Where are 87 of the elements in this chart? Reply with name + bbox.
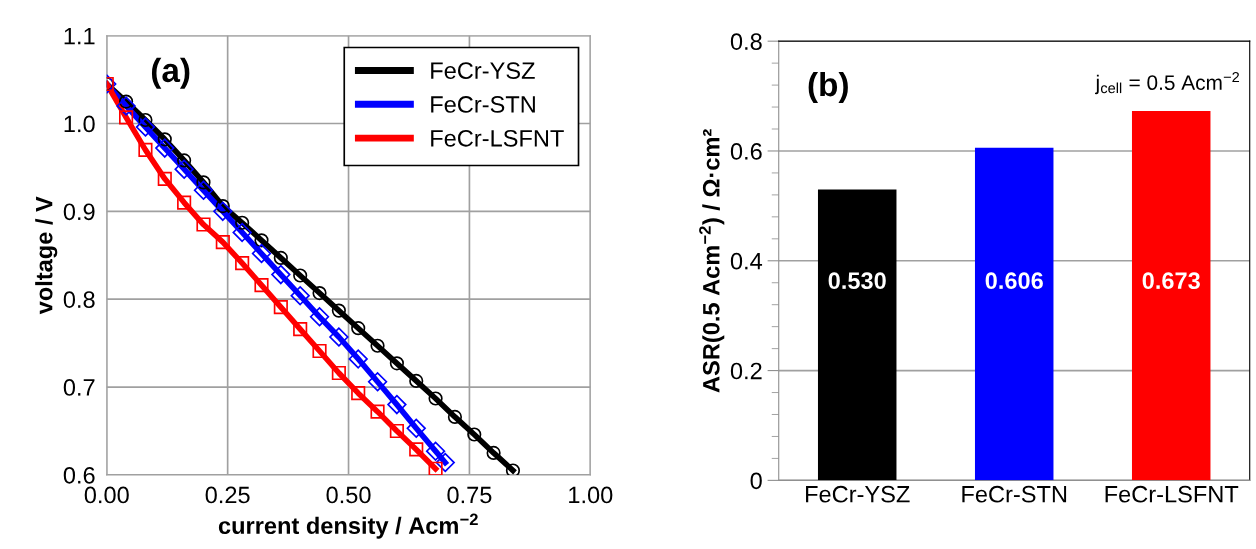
point [312, 343, 327, 359]
point [367, 372, 388, 392]
bar [1131, 110, 1211, 481]
point [428, 391, 443, 406]
annotation: j$_{cell}$ = 0.5 Acm$^{−2}$ [1095, 71, 1240, 95]
x-tick-label: FeCr-YSZ [806, 485, 910, 503]
point [389, 423, 404, 439]
y-tick-label: 1.1 [64, 28, 95, 45]
x-axis-title: current density / Acm$^{−2}$ [218, 513, 478, 539]
point [235, 256, 250, 271]
point [271, 264, 291, 285]
y-tick-label: 0.9 [63, 203, 95, 221]
x-tick-label: 1.00 [569, 486, 613, 504]
point [251, 243, 272, 264]
legend-label: FeCr-LSFNT [431, 129, 564, 147]
point [331, 365, 346, 381]
y-tick-label: 0.6 [730, 143, 762, 160]
point [370, 338, 385, 353]
point [486, 445, 501, 461]
point [138, 142, 153, 157]
point [155, 138, 175, 158]
point [312, 285, 327, 301]
point [406, 418, 426, 439]
y-tick-label: 1.0 [64, 115, 95, 133]
y-tick-label: 0.4 [730, 252, 763, 270]
y-axis-title: ASR(0.5 Acm$^{−2}$) / Ω·cm² [699, 129, 725, 393]
point [293, 321, 308, 337]
x-tick-label: 0.00 [84, 486, 129, 504]
point [409, 373, 424, 388]
y-tick-label: 0 [750, 472, 762, 490]
x-tick-label: FeCr-STN [962, 485, 1067, 503]
point [428, 461, 443, 475]
point [157, 171, 172, 186]
x-tick-label: FeCr-LSFNT [1105, 485, 1239, 503]
point [177, 195, 192, 210]
point [351, 386, 366, 401]
data-label: 0.530 [828, 272, 886, 290]
point [273, 250, 288, 266]
point [467, 427, 482, 442]
y-axis-title: voltage / V [35, 196, 58, 315]
y-tick-label: 0.7 [63, 379, 95, 396]
point [348, 349, 368, 369]
point [213, 201, 233, 222]
point [116, 96, 136, 116]
point [370, 404, 385, 419]
point [232, 222, 252, 243]
point [293, 268, 308, 283]
y-tick-label: 0.8 [63, 291, 95, 308]
y-tick-label: 0.8 [730, 33, 762, 50]
point [425, 441, 446, 461]
point [409, 442, 424, 457]
point [290, 286, 310, 306]
point [235, 215, 250, 230]
point [177, 153, 192, 168]
x-tick-label: 0.25 [205, 486, 250, 504]
point [273, 300, 288, 315]
bar [817, 189, 897, 481]
point [387, 394, 407, 415]
annotation: (b) [808, 71, 848, 103]
annotation: (a) [151, 57, 190, 89]
point [331, 303, 346, 318]
point [329, 327, 349, 347]
point [215, 235, 230, 250]
point [389, 356, 404, 371]
x-tick-label: 0.75 [447, 486, 492, 504]
point [351, 321, 366, 336]
point [174, 159, 194, 179]
point [435, 452, 455, 473]
bar [974, 147, 1054, 481]
data-label: 0.606 [985, 272, 1043, 290]
point [309, 307, 330, 327]
point [447, 409, 463, 424]
point [119, 110, 134, 125]
legend-label: FeCr-STN [431, 96, 535, 113]
data-label: 0.673 [1142, 272, 1200, 290]
point [254, 278, 269, 293]
point [196, 175, 211, 190]
legend-label: FeCr-YSZ [431, 62, 535, 79]
point [157, 132, 172, 147]
point [254, 233, 269, 248]
x-tick-label: 0.50 [326, 486, 371, 504]
point [135, 117, 156, 137]
point [193, 180, 214, 200]
y-tick-label: 0.2 [730, 362, 762, 380]
point [196, 217, 211, 232]
y-tick-label: 0.6 [63, 466, 95, 484]
point [505, 463, 521, 475]
